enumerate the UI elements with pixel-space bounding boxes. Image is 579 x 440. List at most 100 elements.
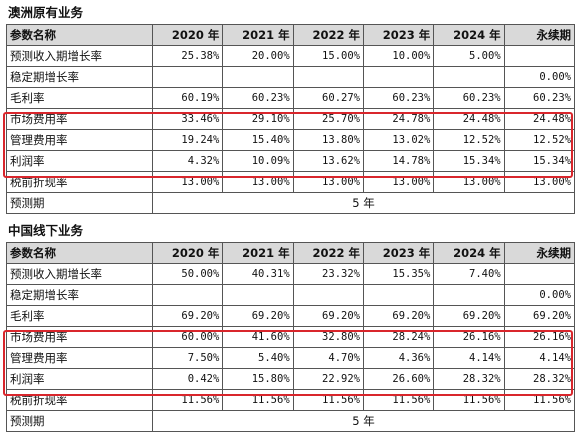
cell-value: 60.23% — [362, 87, 435, 109]
row-label: 管理费用率 — [6, 347, 153, 369]
table-row: 管理费用率 7.50% 5.40% 4.70% 4.36% 4.14% 4.14… — [6, 347, 575, 369]
cell-value: 60.23% — [503, 87, 575, 109]
header-cell: 2020 年 — [151, 24, 224, 46]
forecast-period-value: 5 年 — [152, 410, 575, 432]
parameter-table: 参数名称 2020 年 2021 年 2022 年 2023 年 2024 年 … — [6, 24, 575, 214]
cell-value: 15.40% — [222, 129, 294, 151]
cell-value: 7.40% — [433, 263, 505, 285]
row-label: 管理费用率 — [6, 129, 153, 151]
cell-value: 10.00% — [362, 45, 435, 67]
table-row-forecast: 预测期 5 年 — [6, 192, 575, 214]
row-label: 税前折现率 — [6, 389, 153, 411]
row-label: 预测收入期增长率 — [6, 45, 153, 67]
cell-value: 69.20% — [151, 305, 224, 327]
cell-value: 11.56% — [362, 389, 435, 411]
header-cell: 参数名称 — [6, 24, 153, 46]
cell-value: 4.14% — [433, 347, 505, 369]
cell-value: 11.56% — [503, 389, 575, 411]
cell-value: 60.19% — [151, 87, 224, 109]
section-title: 中国线下业务 — [8, 223, 84, 238]
header-cell: 2023 年 — [362, 24, 435, 46]
cell-value: 28.32% — [433, 368, 505, 390]
cell-value: 7.50% — [151, 347, 224, 369]
cell-value: 15.00% — [292, 45, 364, 67]
cell-value: 13.02% — [362, 129, 435, 151]
cell-value: 5.00% — [433, 45, 505, 67]
header-cell: 2021 年 — [222, 242, 294, 264]
row-label: 预测期 — [6, 192, 153, 214]
table-row: 税前折现率 11.56% 11.56% 11.56% 11.56% 11.56%… — [6, 389, 575, 411]
header-cell: 2023 年 — [362, 242, 435, 264]
forecast-period-value: 5 年 — [152, 192, 575, 214]
cell-value: 5.40% — [222, 347, 294, 369]
cell-value: 25.38% — [151, 45, 224, 67]
header-cell: 参数名称 — [6, 242, 153, 264]
cell-value — [503, 263, 575, 285]
table-row: 管理费用率 19.24% 15.40% 13.80% 13.02% 12.52%… — [6, 129, 575, 151]
cell-value: 20.00% — [222, 45, 294, 67]
cell-value: 12.52% — [433, 129, 505, 151]
table-row: 市场费用率 60.00% 41.60% 32.80% 28.24% 26.16%… — [6, 326, 575, 348]
row-label: 利润率 — [6, 368, 153, 390]
cell-value — [433, 66, 505, 88]
header-cell: 2022 年 — [292, 24, 364, 46]
cell-value: 12.52% — [503, 129, 575, 151]
cell-value: 69.20% — [292, 305, 364, 327]
row-label: 市场费用率 — [6, 108, 153, 130]
cell-value: 60.27% — [292, 87, 364, 109]
cell-value: 13.00% — [222, 171, 294, 193]
cell-value: 26.16% — [433, 326, 505, 348]
table-row: 市场费用率 33.46% 29.10% 25.70% 24.78% 24.48%… — [6, 108, 575, 130]
cell-value: 14.78% — [362, 150, 435, 172]
cell-value: 11.56% — [433, 389, 505, 411]
row-label: 毛利率 — [6, 87, 153, 109]
section-australia: 澳洲原有业务 参数名称 2020 年 2021 年 2022 年 2023 年 … — [3, 2, 575, 214]
cell-value — [222, 66, 294, 88]
cell-value: 0.42% — [151, 368, 224, 390]
table-row: 预测收入期增长率 25.38% 20.00% 15.00% 10.00% 5.0… — [6, 45, 575, 67]
cell-value: 60.00% — [151, 326, 224, 348]
cell-value: 25.70% — [292, 108, 364, 130]
cell-value — [292, 284, 364, 306]
cell-value: 13.00% — [362, 171, 435, 193]
row-label: 利润率 — [6, 150, 153, 172]
cell-value: 26.16% — [503, 326, 575, 348]
cell-value: 11.56% — [151, 389, 224, 411]
cell-value: 33.46% — [151, 108, 224, 130]
cell-value: 11.56% — [292, 389, 364, 411]
table-row-forecast: 预测期 5 年 — [6, 410, 575, 432]
header-cell: 永续期 — [503, 24, 575, 46]
cell-value: 50.00% — [151, 263, 224, 285]
cell-value: 28.24% — [362, 326, 435, 348]
cell-value: 13.62% — [292, 150, 364, 172]
cell-value: 15.35% — [362, 263, 435, 285]
table-header-row: 参数名称 2020 年 2021 年 2022 年 2023 年 2024 年 … — [6, 242, 575, 264]
cell-value: 4.70% — [292, 347, 364, 369]
cell-value: 15.34% — [433, 150, 505, 172]
cell-value: 41.60% — [222, 326, 294, 348]
cell-value: 4.14% — [503, 347, 575, 369]
cell-value: 4.36% — [362, 347, 435, 369]
header-cell: 2020 年 — [151, 242, 224, 264]
cell-value — [362, 284, 435, 306]
row-label: 税前折现率 — [6, 171, 153, 193]
table-row: 毛利率 60.19% 60.23% 60.27% 60.23% 60.23% 6… — [6, 87, 575, 109]
cell-value: 11.56% — [222, 389, 294, 411]
header-cell: 2022 年 — [292, 242, 364, 264]
row-label: 市场费用率 — [6, 326, 153, 348]
row-label: 预测收入期增长率 — [6, 263, 153, 285]
cell-value: 69.20% — [222, 305, 294, 327]
parameter-table: 参数名称 2020 年 2021 年 2022 年 2023 年 2024 年 … — [6, 242, 575, 432]
table-row: 稳定期增长率 0.00% — [6, 284, 575, 306]
header-cell: 2024 年 — [433, 24, 505, 46]
cell-value: 22.92% — [292, 368, 364, 390]
cell-value: 10.09% — [222, 150, 294, 172]
header-cell: 2024 年 — [433, 242, 505, 264]
table-row: 毛利率 69.20% 69.20% 69.20% 69.20% 69.20% 6… — [6, 305, 575, 327]
cell-value: 60.23% — [222, 87, 294, 109]
cell-value: 40.31% — [222, 263, 294, 285]
row-label: 稳定期增长率 — [6, 66, 153, 88]
cell-value: 24.48% — [503, 108, 575, 130]
cell-value: 69.20% — [433, 305, 505, 327]
cell-value: 29.10% — [222, 108, 294, 130]
